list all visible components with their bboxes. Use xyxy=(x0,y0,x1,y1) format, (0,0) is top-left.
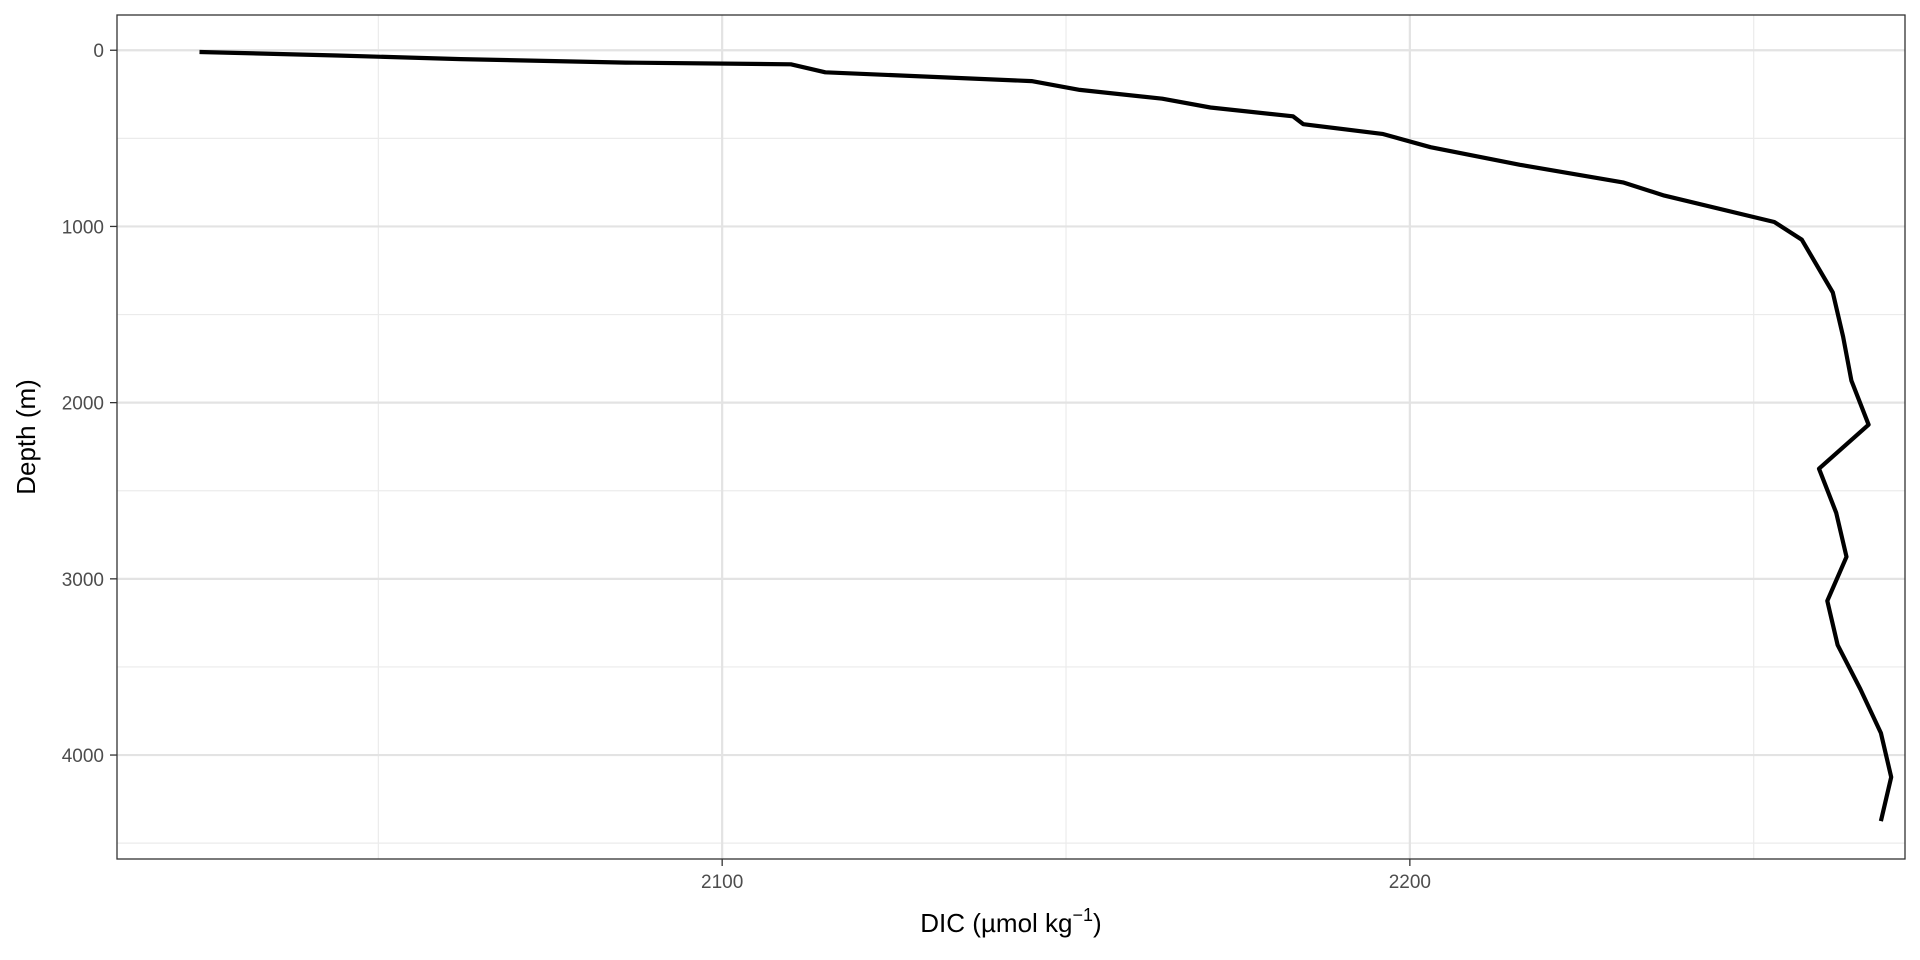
dic-profile-line xyxy=(199,49,1894,822)
x-tick-label: 2200 xyxy=(1389,872,1431,893)
x-axis-title: DIC (µmol kg−1) xyxy=(920,905,1101,938)
y-tick-label: 0 xyxy=(93,41,104,62)
y-tick-label: 4000 xyxy=(62,746,104,767)
x-axis-title-close: ) xyxy=(1093,908,1102,938)
y-axis-title: Depth (m) xyxy=(11,379,41,495)
x-tick-label: 2100 xyxy=(701,872,743,893)
axis-ticks xyxy=(110,49,1411,866)
y-tick-label: 1000 xyxy=(62,217,104,238)
minor-gridlines xyxy=(117,15,1905,859)
series-layer xyxy=(199,49,1894,822)
plot-panel-border xyxy=(116,14,1906,860)
y-tick-label: 3000 xyxy=(62,570,104,591)
x-axis-title-superscript: −1 xyxy=(1073,905,1094,925)
major-gridlines xyxy=(117,15,1905,859)
x-axis-title-main: DIC (µmol kg xyxy=(920,908,1072,938)
y-tick-label: 2000 xyxy=(62,394,104,415)
axis-tick-labels: 2100 2200 0 1000 2000 3000 4000 xyxy=(62,41,1431,893)
